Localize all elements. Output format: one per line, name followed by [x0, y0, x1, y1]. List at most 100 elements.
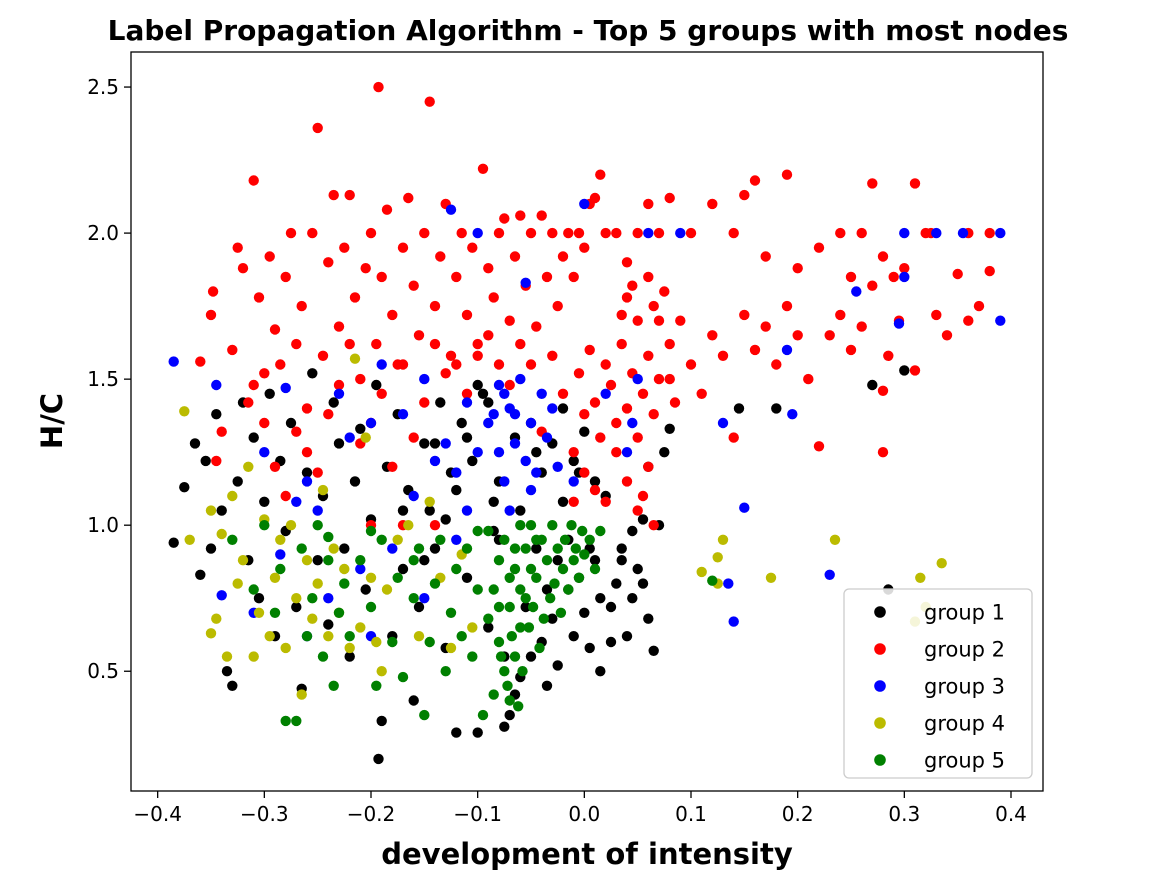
point-group-2	[515, 338, 526, 350]
point-group-1	[637, 514, 649, 525]
point-group-2	[824, 330, 835, 341]
point-group-4	[307, 613, 318, 624]
point-group-2	[285, 227, 297, 239]
point-group-2	[499, 213, 510, 224]
point-group-1	[584, 642, 595, 654]
point-group-2	[659, 286, 670, 297]
x-tick-label: 0.0	[568, 802, 600, 826]
point-group-2	[685, 227, 697, 239]
point-group-2	[632, 432, 643, 443]
point-group-2	[472, 338, 483, 350]
point-group-3	[408, 490, 419, 502]
point-group-3	[376, 359, 387, 370]
point-group-5	[506, 631, 517, 642]
point-group-3	[824, 569, 835, 580]
point-group-4	[365, 572, 377, 583]
point-group-4	[312, 578, 323, 589]
point-group-5	[355, 555, 366, 566]
point-group-5	[435, 534, 446, 545]
point-group-1	[189, 438, 201, 449]
y-axis: 0.5 1.0 1.5 2.0 2.5	[87, 75, 131, 683]
point-group-2	[781, 169, 793, 180]
point-group-2	[291, 426, 302, 437]
point-group-5	[509, 543, 521, 554]
point-group-2	[675, 315, 686, 326]
point-group-1	[632, 563, 643, 575]
point-group-2	[781, 300, 793, 312]
point-group-3	[461, 505, 473, 516]
point-group-3	[483, 417, 494, 429]
point-group-2	[973, 300, 985, 312]
point-group-1	[589, 555, 601, 566]
point-group-5	[509, 651, 521, 662]
point-group-1	[456, 417, 467, 429]
point-group-2	[419, 227, 430, 239]
legend-label-group-3: group 3	[924, 675, 1005, 699]
y-tick-label: 0.5	[87, 659, 119, 683]
point-group-3	[499, 476, 510, 487]
point-group-5	[559, 534, 571, 545]
legend-marker-group-2	[874, 643, 886, 655]
point-group-2	[333, 379, 345, 391]
point-group-2	[579, 467, 590, 478]
point-group-5	[504, 601, 515, 613]
point-group-2	[632, 505, 643, 516]
point-group-1	[179, 482, 190, 493]
point-group-1	[373, 753, 384, 765]
point-group-5	[568, 555, 579, 566]
point-group-3	[387, 543, 398, 554]
point-group-5	[493, 601, 505, 613]
point-group-1	[477, 388, 489, 399]
point-group-5	[296, 543, 307, 554]
point-group-4	[360, 432, 371, 443]
point-group-3	[632, 373, 643, 385]
x-tick-label: −0.3	[240, 802, 289, 826]
point-group-3	[333, 388, 345, 399]
point-group-3	[419, 373, 430, 385]
point-group-3	[312, 505, 323, 516]
point-group-2	[317, 350, 329, 361]
point-group-2	[207, 286, 219, 297]
point-group-1	[483, 622, 494, 633]
point-group-2	[643, 198, 654, 210]
point-group-4	[712, 552, 723, 563]
point-group-3	[531, 467, 542, 478]
point-group-5	[552, 543, 563, 554]
point-group-2	[515, 210, 526, 221]
point-group-1	[568, 631, 579, 642]
point-group-3	[717, 417, 729, 429]
point-group-5	[584, 534, 595, 545]
point-group-2	[909, 178, 921, 189]
point-group-2	[621, 403, 633, 414]
point-group-1	[627, 525, 638, 537]
point-group-4	[344, 642, 355, 654]
point-group-2	[696, 388, 707, 399]
point-group-4	[296, 689, 307, 700]
point-group-5	[259, 520, 270, 531]
point-group-2	[509, 251, 521, 262]
point-group-3	[211, 379, 222, 391]
point-group-1	[552, 555, 563, 566]
point-group-2	[547, 350, 558, 361]
point-group-5	[365, 525, 377, 537]
point-group-1	[557, 403, 569, 414]
point-group-4	[291, 593, 302, 604]
point-group-2	[563, 227, 574, 239]
point-group-2	[301, 447, 313, 458]
point-group-2	[451, 271, 462, 283]
point-group-1	[419, 438, 430, 449]
point-group-2	[360, 263, 371, 274]
point-group-2	[648, 409, 659, 420]
point-group-2	[632, 315, 643, 326]
chart-title: Label Propagation Algorithm - Top 5 grou…	[108, 14, 1069, 47]
point-group-5	[499, 534, 510, 545]
point-group-5	[483, 613, 494, 624]
point-group-2	[605, 379, 617, 391]
point-group-2	[531, 321, 542, 332]
point-group-3	[579, 198, 590, 210]
x-tick-label: 0.3	[888, 802, 920, 826]
x-tick-label: −0.4	[133, 802, 182, 826]
point-group-2	[445, 350, 457, 361]
point-group-2	[899, 263, 910, 274]
point-group-2	[637, 490, 649, 502]
